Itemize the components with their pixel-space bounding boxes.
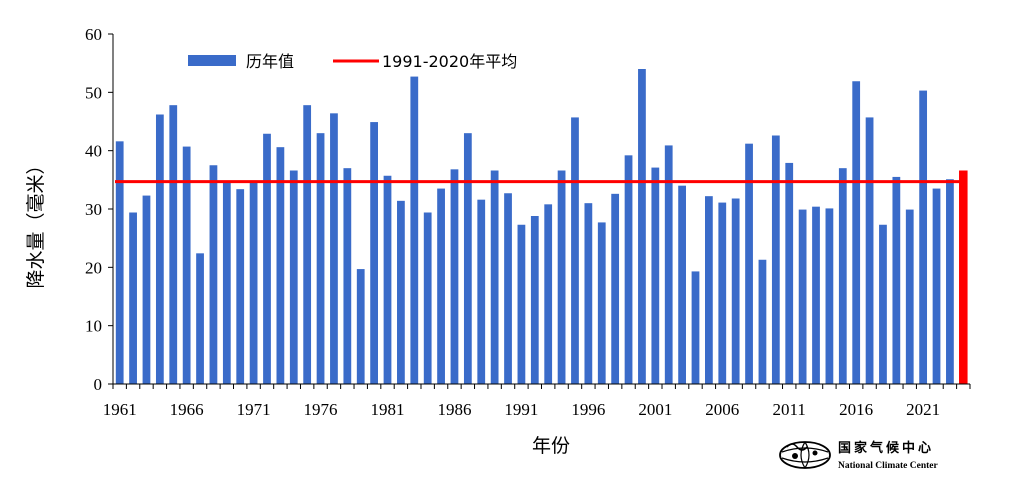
bar-2022: [932, 188, 941, 384]
bar-1994: [557, 170, 566, 384]
y-tick-label-50: 50: [85, 83, 102, 102]
bar-1972: [263, 133, 271, 384]
bar-1977: [330, 113, 338, 384]
bar-1984: [423, 212, 432, 384]
x-tick-label-1971: 1971: [237, 400, 271, 419]
logo-name-chinese: 国家气候中心: [838, 440, 934, 456]
bar-1990: [504, 193, 512, 384]
cma-globe-emblem-icon: [779, 441, 831, 469]
bar-2002: [664, 145, 673, 384]
bar-1974: [289, 170, 298, 384]
bar-2005: [705, 196, 713, 384]
bar-2003: [678, 185, 686, 384]
bar-1971: [249, 180, 258, 384]
x-tick-label-1991: 1991: [504, 400, 538, 419]
y-tick-label-40: 40: [85, 142, 102, 161]
bar-2017: [865, 117, 874, 385]
bars-layer: [115, 69, 968, 385]
x-tick-label-1966: 1966: [170, 400, 204, 419]
bar-1975: [303, 105, 312, 385]
bar-1988: [477, 199, 486, 384]
legend-label-average-line: 1991-2020年平均: [382, 52, 517, 71]
bar-2020: [905, 209, 914, 384]
bar-1996: [584, 203, 593, 384]
bar-2000: [638, 69, 646, 384]
y-axis-title: 降水量（毫米）: [25, 155, 47, 288]
bar-1992: [530, 216, 539, 384]
x-tick-label-2001: 2001: [638, 400, 672, 419]
bar-1964: [155, 114, 164, 384]
axes-layer: [108, 33, 971, 389]
x-tick-label-2006: 2006: [705, 400, 739, 419]
y-tick-label-30: 30: [85, 200, 102, 219]
bar-highlight-2024: [959, 170, 968, 384]
bar-1999: [624, 155, 633, 384]
bar-1987: [463, 133, 472, 384]
bar-1995: [571, 117, 579, 385]
legend: 历年值 1991-2020年平均: [188, 52, 517, 71]
x-tick-label-1976: 1976: [304, 400, 338, 419]
bar-2009: [758, 259, 767, 384]
bar-1973: [276, 147, 285, 384]
bar-1982: [397, 200, 405, 384]
bar-1997: [597, 222, 606, 384]
bar-1985: [437, 188, 445, 384]
bar-2014: [825, 208, 834, 384]
bar-1965: [169, 105, 178, 385]
bar-1991: [517, 224, 526, 384]
bar-1981: [383, 175, 392, 384]
legend-label-bars: 历年值: [246, 52, 294, 71]
bar-1979: [356, 269, 365, 384]
y-tick-label-20: 20: [85, 258, 102, 277]
bar-2016: [852, 81, 861, 384]
x-tick-label-2021: 2021: [906, 400, 940, 419]
bar-2011: [785, 162, 794, 384]
x-axis-title: 年份: [532, 435, 570, 457]
bar-1968: [209, 165, 218, 384]
bar-1978: [343, 168, 352, 384]
bar-1983: [410, 76, 419, 384]
x-tick-label-1986: 1986: [437, 400, 471, 419]
bar-1962: [129, 212, 137, 384]
bar-2019: [892, 176, 901, 384]
x-tick-label-1961: 1961: [103, 400, 137, 419]
bar-2006: [718, 202, 727, 384]
x-tick-label-2016: 2016: [839, 400, 873, 419]
y-tick-labels: 0 10 20 30 40 50 60: [85, 25, 102, 394]
bar-1963: [142, 195, 151, 384]
bar-1989: [490, 170, 499, 384]
bar-2001: [651, 167, 660, 384]
legend-swatch-bars: [188, 55, 236, 66]
bar-1993: [544, 204, 553, 384]
bar-1961: [115, 141, 124, 384]
bar-1967: [196, 253, 204, 384]
bar-1969: [222, 181, 231, 384]
bar-2015: [838, 168, 847, 384]
bar-1986: [450, 169, 459, 384]
bar-2023: [946, 179, 954, 384]
y-tick-label-60: 60: [85, 25, 102, 44]
bar-2013: [812, 206, 820, 384]
bar-1966: [182, 146, 191, 384]
x-tick-label-2011: 2011: [773, 400, 806, 419]
ncc-logo: 国家气候中心 National Climate Center: [779, 440, 939, 471]
bar-2007: [731, 198, 740, 384]
bar-2010: [771, 135, 780, 384]
bar-2012: [798, 209, 807, 384]
bar-1980: [370, 122, 378, 384]
bar-1976: [316, 133, 325, 384]
bar-1998: [611, 193, 620, 384]
x-tick-label-1996: 1996: [571, 400, 605, 419]
x-tick-label-1981: 1981: [371, 400, 405, 419]
bar-2008: [745, 143, 753, 384]
y-tick-label-10: 10: [85, 317, 102, 336]
bar-2018: [879, 224, 887, 384]
logo-name-english: National Climate Center: [838, 461, 939, 471]
bar-2021: [919, 90, 928, 384]
x-tick-labels: 1961 1966 1971 1976 1981 1986 1991 1996 2001 2006…: [103, 400, 940, 419]
y-tick-label-0: 0: [94, 375, 103, 394]
bar-1970: [236, 189, 245, 384]
bar-2004: [691, 271, 700, 384]
